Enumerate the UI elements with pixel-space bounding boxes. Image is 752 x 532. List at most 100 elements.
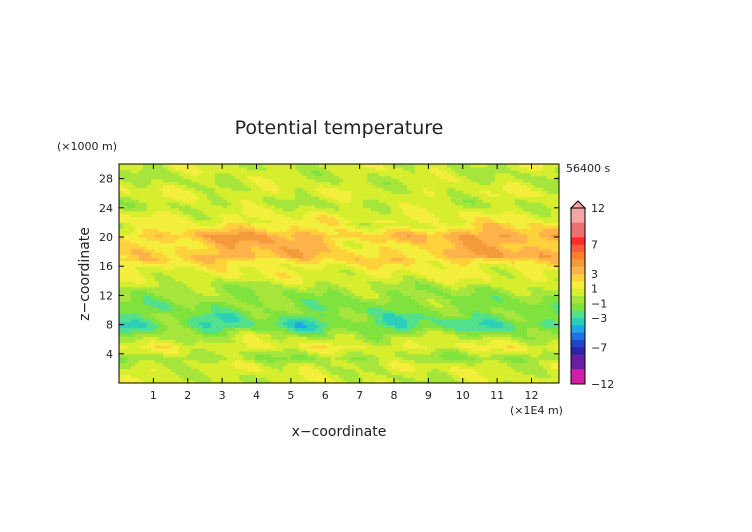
heatmap-cell bbox=[151, 347, 156, 352]
heatmap-cell bbox=[371, 283, 376, 288]
heatmap-cell bbox=[287, 371, 292, 375]
heatmap-cell bbox=[275, 362, 280, 367]
heatmap-cell bbox=[455, 368, 460, 372]
heatmap-cell bbox=[531, 365, 536, 369]
heatmap-cell bbox=[387, 345, 392, 349]
heatmap-cell bbox=[343, 327, 348, 332]
heatmap-cell bbox=[271, 339, 276, 343]
heatmap-cell bbox=[431, 312, 436, 317]
heatmap-cell bbox=[251, 286, 256, 291]
heatmap-cell bbox=[319, 304, 324, 308]
heatmap-cell bbox=[451, 312, 456, 317]
heatmap-cell bbox=[363, 377, 368, 381]
heatmap-cell bbox=[175, 342, 180, 346]
heatmap-cell bbox=[423, 318, 428, 323]
heatmap-cell bbox=[167, 368, 172, 372]
heatmap-cell bbox=[523, 301, 528, 305]
heatmap-cell bbox=[535, 356, 540, 361]
heatmap-cell bbox=[415, 286, 420, 291]
heatmap-cell bbox=[271, 330, 276, 334]
heatmap-cell bbox=[151, 304, 156, 308]
heatmap-cell bbox=[219, 353, 224, 358]
heatmap-cell bbox=[355, 286, 360, 291]
heatmap-cell bbox=[491, 312, 496, 317]
heatmap-cell bbox=[527, 301, 532, 305]
heatmap-cell bbox=[127, 362, 132, 367]
heatmap-cell bbox=[411, 298, 416, 302]
heatmap-cell bbox=[535, 368, 540, 372]
heatmap-cell bbox=[423, 359, 428, 364]
heatmap-cell bbox=[379, 310, 384, 314]
heatmap-cell bbox=[287, 292, 292, 296]
heatmap-cell bbox=[499, 301, 504, 305]
heatmap-cell bbox=[543, 336, 548, 340]
heatmap-cell bbox=[195, 353, 200, 358]
heatmap-cell bbox=[555, 350, 559, 355]
heatmap-cell bbox=[159, 298, 164, 302]
heatmap-cell bbox=[251, 336, 256, 340]
heatmap-cell bbox=[227, 315, 232, 320]
heatmap-cell bbox=[123, 336, 128, 340]
heatmap-cell bbox=[475, 350, 480, 355]
heatmap-cell bbox=[523, 304, 528, 308]
heatmap-cell bbox=[391, 339, 396, 343]
heatmap-cell bbox=[199, 347, 204, 352]
heatmap-cell bbox=[515, 347, 520, 352]
heatmap-cell bbox=[343, 289, 348, 294]
heatmap-cell bbox=[315, 301, 320, 305]
heatmap-cell bbox=[451, 353, 456, 358]
heatmap-cell bbox=[191, 359, 196, 364]
heatmap-cell bbox=[535, 330, 540, 334]
heatmap-cell bbox=[355, 353, 360, 358]
heatmap-cell bbox=[251, 345, 256, 349]
heatmap-cell bbox=[263, 347, 268, 352]
heatmap-cell bbox=[491, 333, 496, 337]
heatmap-cell bbox=[499, 318, 504, 323]
heatmap-cell bbox=[223, 342, 228, 346]
heatmap-cell bbox=[231, 301, 236, 305]
heatmap-cell bbox=[247, 374, 252, 378]
heatmap-cell bbox=[451, 330, 456, 334]
heatmap-cell bbox=[231, 289, 236, 294]
heatmap-cell bbox=[163, 377, 168, 381]
heatmap-cell bbox=[179, 339, 184, 343]
heatmap-cell bbox=[203, 342, 208, 346]
heatmap-cell bbox=[547, 304, 552, 308]
heatmap-cell bbox=[275, 283, 280, 288]
heatmap-cell bbox=[435, 353, 440, 358]
heatmap-cell bbox=[547, 301, 552, 305]
heatmap-cell bbox=[231, 347, 236, 352]
heatmap-cell bbox=[555, 321, 559, 326]
heatmap-cell bbox=[219, 283, 224, 288]
heatmap-cell bbox=[187, 368, 192, 372]
heatmap-cell bbox=[491, 318, 496, 323]
heatmap-cell bbox=[367, 339, 372, 343]
heatmap-cell bbox=[555, 368, 559, 372]
heatmap-cell bbox=[311, 301, 316, 305]
heatmap-cell bbox=[267, 359, 272, 364]
heatmap-cell bbox=[459, 362, 464, 367]
heatmap-cell bbox=[423, 321, 428, 326]
heatmap-cell bbox=[319, 368, 324, 372]
heatmap-cell bbox=[495, 289, 500, 294]
heatmap-cell bbox=[359, 353, 364, 358]
heatmap-cell bbox=[175, 339, 180, 343]
heatmap-cell bbox=[531, 377, 536, 381]
heatmap-cell bbox=[419, 353, 424, 358]
heatmap-cell bbox=[343, 301, 348, 305]
heatmap-cell bbox=[395, 377, 400, 381]
heatmap-cell bbox=[191, 347, 196, 352]
heatmap-cell bbox=[323, 371, 328, 375]
heatmap-cell bbox=[479, 339, 484, 343]
heatmap-cell bbox=[495, 318, 500, 323]
heatmap-cell bbox=[195, 380, 200, 383]
heatmap-cell bbox=[383, 280, 388, 285]
heatmap-cell bbox=[299, 380, 304, 383]
heatmap-cell bbox=[415, 298, 420, 302]
heatmap-cell bbox=[443, 359, 448, 364]
heatmap-cell bbox=[415, 312, 420, 317]
heatmap-cell bbox=[243, 356, 248, 361]
heatmap-cell bbox=[335, 327, 340, 332]
heatmap-cell bbox=[211, 312, 216, 317]
heatmap-cell bbox=[451, 350, 456, 355]
